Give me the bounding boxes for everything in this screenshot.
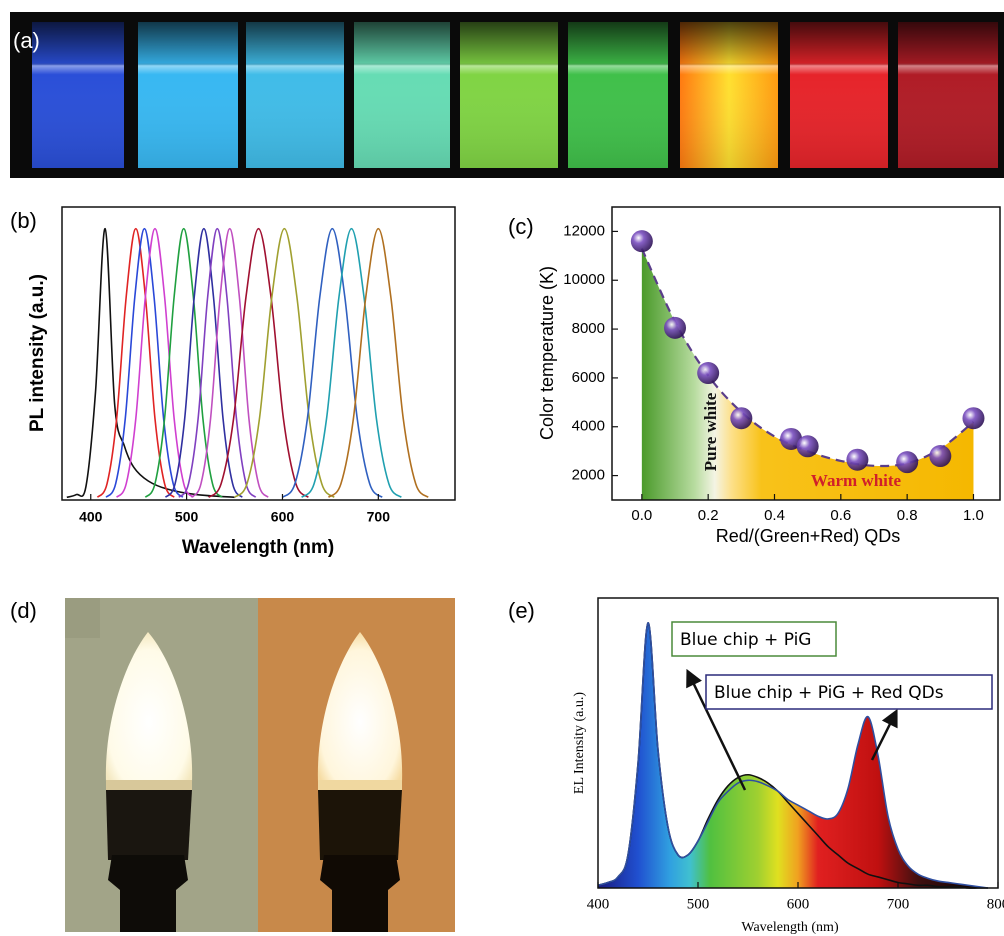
annotation: Warm white: [811, 471, 902, 490]
bulb-ring: [106, 780, 192, 790]
x-tick-label: 0.0: [631, 507, 652, 524]
panel-label: (e): [508, 598, 535, 623]
data-point: [730, 407, 752, 429]
spectrum-fill: [598, 623, 988, 888]
y-tick-label: 12000: [563, 222, 605, 239]
data-point: [797, 435, 819, 457]
x-axis-title: Wavelength (nm): [182, 537, 334, 558]
x-tick-label: 500: [175, 509, 199, 525]
data-point: [962, 407, 984, 429]
fill-area: [642, 249, 974, 500]
x-axis-title: Wavelength (nm): [741, 920, 839, 935]
x-tick-label: 500: [687, 896, 710, 912]
vial-shading: [32, 22, 998, 168]
vial-photo: (a): [10, 12, 1004, 178]
y-tick-label: 4000: [572, 418, 605, 435]
figure: (a) (b) (c) (d) (e) Wavelength (nm) PL i…: [0, 0, 1004, 936]
x-tick-label: 700: [887, 896, 910, 912]
chart-panel: 0.0 0.2 0.4 0.6 0.8 1.0 2000 4000 6000 8000 10000 1…: [563, 207, 1000, 524]
panel-label: (c): [508, 214, 534, 239]
x-tick-label: 600: [787, 896, 810, 912]
x-tick-label: 0.4: [764, 507, 785, 524]
bulb-ring: [318, 780, 402, 790]
chart-panel: 400 500 600 700: [62, 207, 455, 525]
bulb-socket: [320, 855, 400, 932]
data-point: [896, 451, 918, 473]
data-point: [697, 362, 719, 384]
y-tick-label: 2000: [572, 467, 605, 484]
panel-label: (b): [10, 208, 37, 233]
panel-label: (d): [10, 598, 37, 623]
data-point: [846, 449, 868, 471]
x-axis-title: Red/(Green+Red) QDs: [716, 526, 901, 546]
x-tick-label: 1.0: [963, 507, 984, 524]
spectrum-line: [106, 229, 183, 498]
x-tick-label: 400: [587, 896, 610, 912]
panel-label: (a): [13, 28, 40, 53]
annotation: Blue chip + PiG: [680, 630, 811, 650]
photo-detail: [65, 598, 100, 638]
y-axis-title: Color temperature (K): [537, 266, 557, 440]
annotation: Blue chip + PiG + Red QDs: [714, 683, 944, 703]
y-axis-title: EL Intensity (a.u.): [572, 692, 587, 794]
annotation: Pure white: [701, 392, 720, 471]
y-tick-label: 10000: [563, 271, 605, 288]
bulb-socket: [108, 855, 188, 932]
y-tick-label: 8000: [572, 320, 605, 337]
bulb-base: [106, 790, 192, 860]
bulb-photo: [65, 598, 455, 932]
x-tick-label: 800: [987, 896, 1004, 912]
bulb-base: [318, 790, 402, 860]
x-tick-label: 0.6: [830, 507, 851, 524]
arrow: [872, 712, 896, 760]
x-tick-label: 0.2: [698, 507, 719, 524]
data-point: [664, 317, 686, 339]
y-axis-title: PL intensity (a.u.): [27, 274, 48, 432]
x-tick-label: 700: [367, 509, 391, 525]
x-tick-label: 400: [79, 509, 103, 525]
x-tick-label: 600: [271, 509, 295, 525]
y-tick-label: 6000: [572, 369, 605, 386]
data-point: [631, 230, 653, 252]
data-point: [929, 445, 951, 467]
x-tick-label: 0.8: [897, 507, 918, 524]
